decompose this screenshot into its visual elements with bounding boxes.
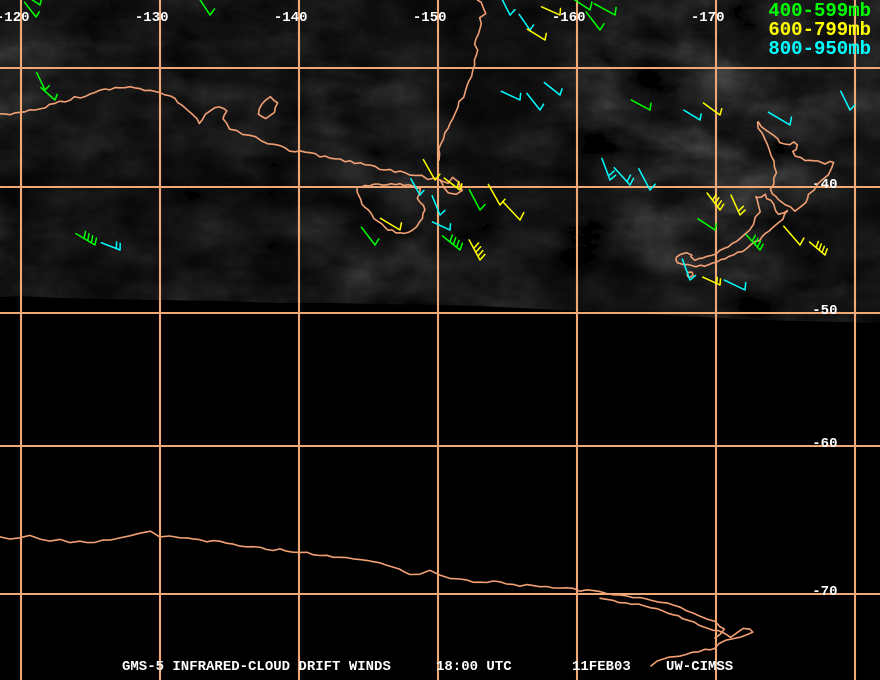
svg-text:11FEB03: 11FEB03 [572, 659, 631, 675]
svg-text:18:00 UTC: 18:00 UTC [436, 659, 512, 675]
svg-text:800-950mb: 800-950mb [768, 38, 871, 60]
svg-text:GMS-5 INFRARED-CLOUD DRIFT WIN: GMS-5 INFRARED-CLOUD DRIFT WINDS [122, 659, 391, 675]
svg-text:-170: -170 [691, 10, 725, 26]
svg-text:-130: -130 [135, 10, 169, 26]
svg-text:-40: -40 [812, 177, 837, 193]
svg-text:-120: -120 [0, 10, 30, 26]
svg-text:-140: -140 [274, 10, 308, 26]
svg-text:-60: -60 [812, 436, 837, 452]
svg-text:UW-CIMSS: UW-CIMSS [666, 659, 733, 675]
svg-text:-50: -50 [812, 303, 837, 319]
svg-text:-160: -160 [552, 10, 586, 26]
svg-text:-150: -150 [413, 10, 447, 26]
svg-text:-70: -70 [812, 584, 837, 600]
